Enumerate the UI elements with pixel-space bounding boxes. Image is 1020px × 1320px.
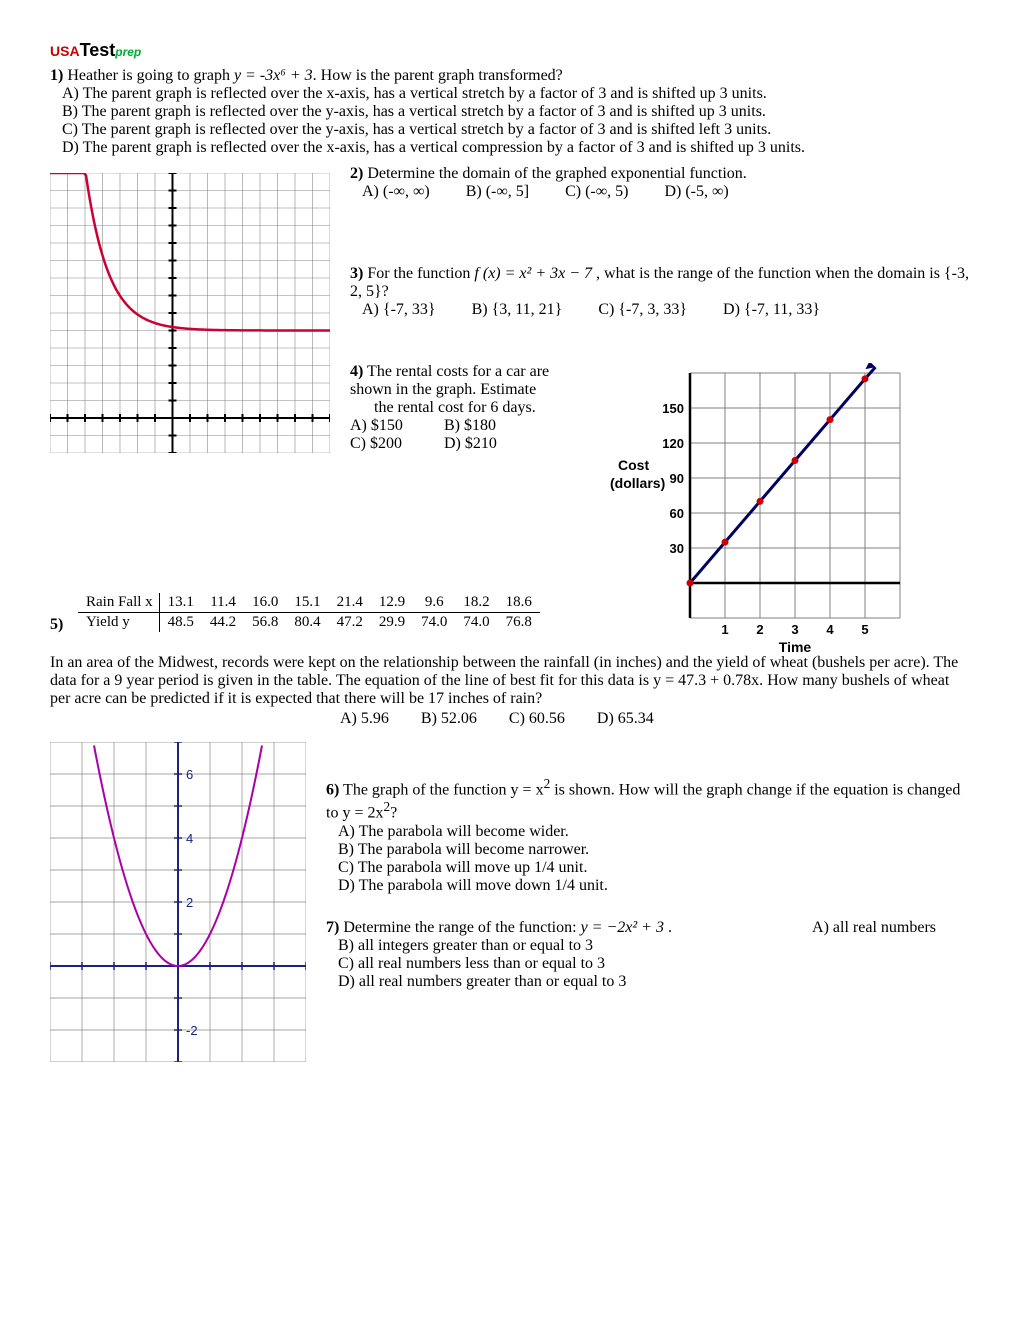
row-q2-q4: 2) Determine the domain of the graphed e… [50, 165, 970, 653]
svg-text:3: 3 [791, 622, 798, 637]
svg-text:150: 150 [662, 401, 684, 416]
q4-opt-a[interactable]: A) $150 [350, 417, 440, 435]
svg-text:5: 5 [861, 622, 868, 637]
q1-num: 1) [50, 67, 63, 84]
q3-opt-a[interactable]: A) {-7, 33} [362, 301, 436, 318]
q7-opt-b[interactable]: B) all integers greater than or equal to… [338, 937, 970, 955]
q1-prompt: 1) Heather is going to graph y = -3x⁶ + … [50, 67, 970, 85]
table-row: Rain Fall x 13.1 11.4 16.0 15.1 21.4 12.… [78, 593, 540, 613]
svg-text:-2: -2 [186, 1023, 198, 1038]
row-q6-q7: 2 4 6 -2 6) The graph of the function y = x… [50, 736, 970, 1062]
q2-graph [50, 173, 330, 453]
q6-opt-a[interactable]: A) The parabola will become wider. [338, 823, 970, 841]
table-row: Yield y 48.5 44.2 56.8 80.4 47.2 29.9 74… [78, 613, 540, 633]
q6-opt-b[interactable]: B) The parabola will become narrower. [338, 841, 970, 859]
question-1: 1) Heather is going to graph y = -3x⁶ + … [50, 67, 970, 157]
q5-opt-c[interactable]: C) 60.56 [509, 710, 565, 727]
q2-opt-a[interactable]: A) (-∞, ∞) [362, 183, 430, 200]
q5-opt-a[interactable]: A) 5.96 [340, 710, 389, 727]
q1-opt-b[interactable]: B) The parent graph is reflected over th… [62, 103, 970, 121]
q3-opt-c[interactable]: C) {-7, 3, 33} [598, 301, 687, 318]
q7-opt-c[interactable]: C) all real numbers less than or equal t… [338, 955, 970, 973]
question-6: 6) The graph of the function y = x2 is s… [326, 776, 970, 895]
svg-text:Time: Time [779, 639, 812, 653]
q5-table: Rain Fall x 13.1 11.4 16.0 15.1 21.4 12.… [78, 593, 540, 632]
logo-test: Test [80, 40, 116, 60]
question-4: 4) The rental costs for a car are shown … [350, 363, 600, 453]
svg-text:60: 60 [670, 506, 684, 521]
q5-num: 5) [50, 616, 63, 633]
q5-row2-label: Yield y [78, 613, 159, 633]
q7-num: 7) [326, 919, 339, 936]
q2-opt-b[interactable]: B) (-∞, 5] [466, 183, 529, 200]
q2-opt-d[interactable]: D) (-5, ∞) [664, 183, 728, 200]
q6-prompt: 6) The graph of the function y = x2 is s… [326, 776, 970, 823]
svg-text:30: 30 [670, 541, 684, 556]
svg-text:(dollars): (dollars) [610, 475, 665, 491]
q4-prompt: 4) The rental costs for a car are shown … [350, 363, 600, 417]
q1-opt-c[interactable]: C) The parent graph is reflected over th… [62, 121, 970, 139]
q5-opt-d[interactable]: D) 65.34 [597, 710, 654, 727]
q5-paragraph: In an area of the Midwest, records were … [50, 654, 970, 708]
logo-prep: prep [115, 45, 141, 59]
q1-opt-d[interactable]: D) The parent graph is reflected over th… [50, 139, 970, 157]
q3-opt-b[interactable]: B) {3, 11, 21} [472, 301, 563, 318]
q6-opt-c[interactable]: C) The parabola will move up 1/4 unit. [338, 859, 970, 877]
q6-opt-d[interactable]: D) The parabola will move down 1/4 unit. [338, 877, 970, 895]
svg-text:Cost: Cost [618, 457, 649, 473]
svg-text:6: 6 [186, 767, 193, 782]
svg-text:120: 120 [662, 436, 684, 451]
question-7: 7) Determine the range of the function: … [326, 919, 970, 991]
q4-opt-b[interactable]: B) $180 [444, 417, 496, 434]
q4-graph: 30609012015012345Cost(dollars)Time(days) [610, 363, 910, 653]
q4-num: 4) [350, 363, 363, 380]
svg-text:2: 2 [756, 622, 763, 637]
q3-num: 3) [350, 265, 363, 282]
logo-usa: USA [50, 43, 80, 59]
q5-row1-label: Rain Fall x [78, 593, 159, 613]
q7-opt-d[interactable]: D) all real numbers greater than or equa… [338, 973, 970, 991]
q2-prompt: 2) Determine the domain of the graphed e… [350, 165, 970, 183]
svg-text:1: 1 [721, 622, 728, 637]
q6-num: 6) [326, 781, 339, 798]
q2-num: 2) [350, 165, 363, 182]
q4-opt-d[interactable]: D) $210 [444, 435, 497, 452]
svg-text:4: 4 [186, 831, 193, 846]
svg-text:4: 4 [826, 622, 834, 637]
q3-opt-d[interactable]: D) {-7, 11, 33} [723, 301, 820, 318]
q4-opt-c[interactable]: C) $200 [350, 435, 440, 453]
question-2: 2) Determine the domain of the graphed e… [350, 165, 970, 201]
q3-options: A) {-7, 33} B) {3, 11, 21} C) {-7, 3, 33… [362, 301, 970, 319]
q5-opt-b[interactable]: B) 52.06 [421, 710, 477, 727]
q4-graph-container: 30609012015012345Cost(dollars)Time(days) [610, 363, 910, 653]
q1-opt-a[interactable]: A) The parent graph is reflected over th… [62, 85, 970, 103]
q5-options: A) 5.96 B) 52.06 C) 60.56 D) 65.34 [340, 710, 970, 728]
q3-prompt: 3) For the function f (x) = x² + 3x − 7 … [350, 265, 970, 301]
q2-opt-c[interactable]: C) (-∞, 5) [565, 183, 628, 200]
q7-opt-a[interactable]: A) all real numbers [812, 919, 936, 937]
logo: USATestprep [50, 40, 970, 61]
svg-text:2: 2 [186, 895, 193, 910]
svg-text:90: 90 [670, 471, 684, 486]
q2-graph-container [50, 173, 330, 453]
q4-options: A) $150 B) $180 C) $200 D) $210 [350, 417, 600, 453]
q6-graph-container: 2 4 6 -2 [50, 742, 306, 1062]
q2-options: A) (-∞, ∞) B) (-∞, 5] C) (-∞, 5) D) (-5,… [362, 183, 970, 201]
question-3: 3) For the function f (x) = x² + 3x − 7 … [350, 265, 970, 319]
q6-graph: 2 4 6 -2 [50, 742, 306, 1062]
q7-prompt: 7) Determine the range of the function: … [326, 919, 936, 937]
